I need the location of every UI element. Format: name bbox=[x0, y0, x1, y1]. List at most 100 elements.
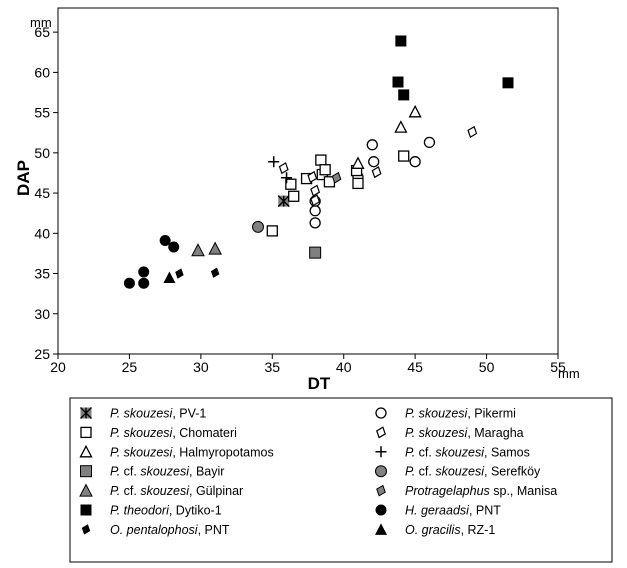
data-point bbox=[331, 171, 342, 184]
legend-marker bbox=[79, 444, 93, 458]
legend-label: P. skouzesi, Halmyropotamos bbox=[110, 445, 274, 459]
legend-label: P. skouzesi, PV-1 bbox=[110, 407, 206, 421]
legend-entry: O. pentalophosi, PNT bbox=[81, 523, 230, 537]
legend: P. skouzesi, PV-1 P. skouzesi, Pikermi P. … bbox=[69, 397, 613, 563]
legend-marker bbox=[81, 524, 91, 535]
legend-entry: P. skouzesi, Halmyropotamos bbox=[79, 444, 274, 459]
data-point bbox=[368, 156, 380, 168]
data-point bbox=[319, 164, 331, 176]
x-tick-label: 55 bbox=[550, 359, 566, 375]
legend-marker bbox=[376, 484, 386, 497]
x-tick-label: 40 bbox=[336, 359, 352, 375]
legend-entry: H. geraadsi, PNT bbox=[375, 504, 501, 518]
legend-marker bbox=[80, 426, 92, 439]
legend-label: P. cf. skouzesi, Samos bbox=[405, 445, 530, 459]
data-point bbox=[159, 235, 171, 247]
series-6-points bbox=[309, 246, 322, 259]
data-point bbox=[208, 241, 222, 255]
x-tick-label: 45 bbox=[407, 359, 423, 375]
data-point bbox=[366, 139, 378, 151]
data-point bbox=[409, 156, 421, 168]
legend-entry: P. cf. skouzesi, Gülpinar bbox=[79, 483, 243, 498]
series-3-points bbox=[278, 125, 478, 207]
data-point bbox=[288, 190, 300, 202]
series-2-points bbox=[266, 150, 410, 237]
data-point bbox=[502, 77, 514, 89]
data-point bbox=[277, 195, 290, 208]
y-tick-label: 65 bbox=[34, 24, 50, 40]
legend-entry: Protragelaphus sp., Manisa bbox=[376, 484, 557, 498]
legend-entry: P. cf. skouzesi, Samos bbox=[375, 445, 530, 459]
legend-marker bbox=[375, 523, 387, 535]
legend-marker bbox=[375, 446, 387, 458]
y-tick-label: 40 bbox=[34, 225, 50, 241]
legend-marker bbox=[79, 483, 93, 497]
legend-entry: P. skouzesi, Pikermi bbox=[375, 407, 516, 421]
legend-entry: P. cf. skouzesi, Serefköy bbox=[375, 465, 541, 479]
legend-label: O. pentalophosi, PNT bbox=[110, 523, 230, 537]
data-point bbox=[408, 104, 422, 118]
data-point bbox=[268, 156, 280, 168]
data-point bbox=[309, 205, 321, 217]
data-point bbox=[398, 150, 410, 162]
legend-entry: P. cf. skouzesi, Bayir bbox=[80, 465, 224, 479]
series-5-points bbox=[268, 156, 293, 184]
data-point bbox=[266, 225, 278, 237]
x-tick-label: 35 bbox=[264, 359, 280, 375]
y-tick-label: 50 bbox=[34, 145, 50, 161]
data-point bbox=[310, 184, 321, 197]
data-point bbox=[309, 246, 322, 259]
data-point bbox=[371, 166, 382, 179]
series-0-points bbox=[277, 195, 290, 208]
plot-frame bbox=[57, 7, 559, 355]
data-points bbox=[123, 35, 514, 289]
legend-marker bbox=[80, 504, 92, 516]
legend-label: P. skouzesi, Maragha bbox=[405, 426, 524, 440]
legend-label: P. theodori, Dytiko-1 bbox=[110, 504, 222, 518]
data-point bbox=[315, 154, 327, 166]
x-axis-label: DT bbox=[308, 374, 331, 393]
data-point bbox=[191, 243, 205, 257]
legend-marker bbox=[375, 504, 387, 516]
legend-label: P. cf. skouzesi, Gülpinar bbox=[110, 484, 243, 498]
x-tick-label: 20 bbox=[50, 359, 66, 375]
legend-entry: P. skouzesi, Chomateri bbox=[80, 426, 237, 440]
legend-label: P. skouzesi, Pikermi bbox=[405, 407, 516, 421]
legend-label: Protragelaphus sp., Manisa bbox=[405, 484, 557, 498]
data-point bbox=[307, 170, 318, 184]
legend-entry: P. skouzesi, Maragha bbox=[376, 426, 524, 440]
data-point bbox=[138, 266, 150, 278]
series-11-points bbox=[123, 235, 180, 289]
data-point bbox=[467, 125, 478, 138]
data-point bbox=[309, 217, 321, 229]
data-point bbox=[278, 162, 289, 175]
data-point bbox=[285, 178, 297, 190]
y-tick-label: 25 bbox=[34, 346, 50, 362]
legend-label: O. gracilis, RZ-1 bbox=[405, 523, 495, 537]
legend-label: H. geraadsi, PNT bbox=[405, 504, 501, 518]
legend-marker bbox=[375, 465, 387, 478]
legend-marker bbox=[375, 407, 387, 419]
series-8-points bbox=[191, 241, 222, 257]
y-tick-label: 60 bbox=[34, 64, 50, 80]
series-12-points bbox=[175, 267, 220, 279]
y-tick-label: 35 bbox=[34, 266, 50, 282]
legend-entry: P. skouzesi, PV-1 bbox=[80, 407, 206, 421]
data-point bbox=[423, 136, 436, 149]
data-point bbox=[281, 172, 293, 184]
data-point bbox=[395, 35, 407, 47]
data-point bbox=[252, 220, 264, 233]
legend-box bbox=[69, 397, 613, 563]
data-point bbox=[138, 277, 150, 289]
legend-label: P. skouzesi, Chomateri bbox=[110, 426, 237, 440]
data-point bbox=[163, 271, 176, 284]
series-13-points bbox=[163, 271, 176, 284]
y-tick-label: 45 bbox=[34, 185, 50, 201]
data-point bbox=[168, 241, 180, 253]
x-tick-label: 50 bbox=[479, 359, 495, 375]
legend-marker bbox=[80, 407, 92, 419]
data-point bbox=[398, 89, 410, 101]
legend-marker bbox=[376, 426, 386, 439]
x-axis-unit: mm bbox=[558, 366, 580, 381]
